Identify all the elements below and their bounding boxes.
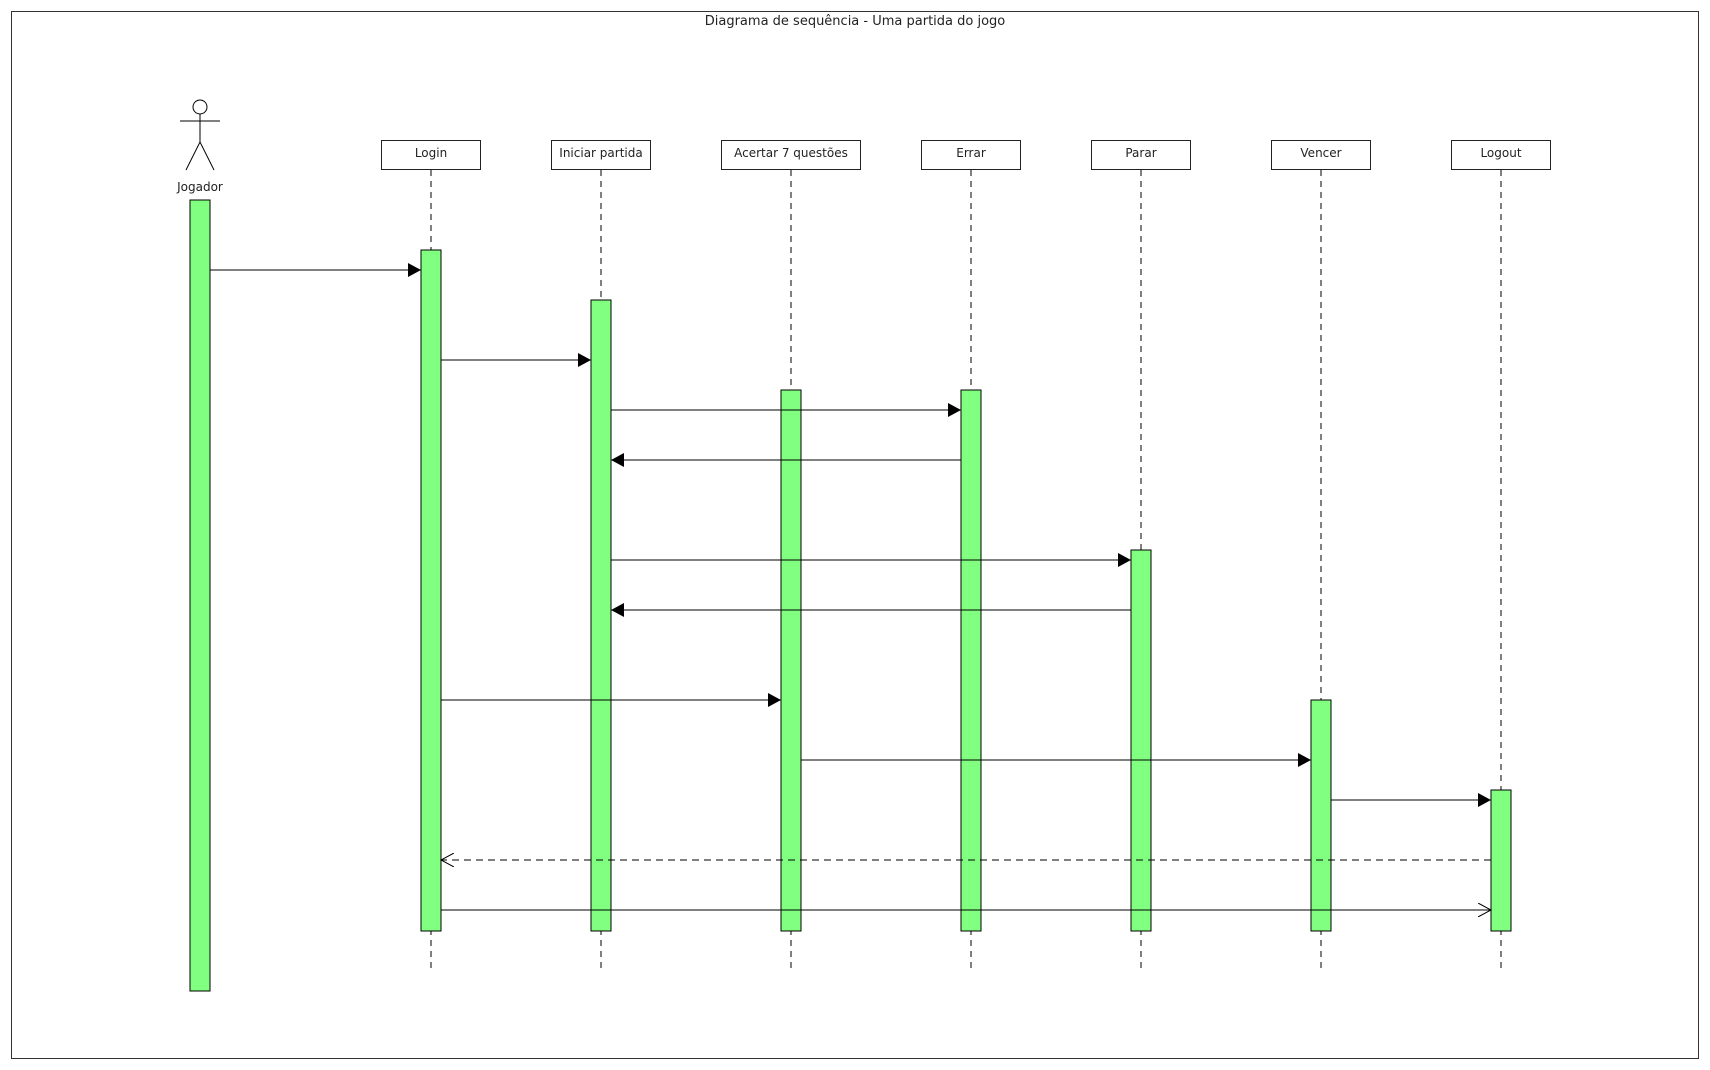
lifeline-box-login[interactable]: Login [381,140,481,170]
lifeline-box-logout[interactable]: Logout [1451,140,1551,170]
activation-bar-iniciar [590,299,612,932]
lifeline-box-iniciar[interactable]: Iniciar partida [551,140,651,170]
lifeline-box-acertar[interactable]: Acertar 7 questões [721,140,861,170]
activation-bar-login [420,249,442,932]
activation-bar-errar [960,389,982,932]
activation-bar-vencer [1310,699,1332,932]
diagram-frame [11,11,1699,1059]
actor-stick-figure-icon [180,99,220,171]
activation-bar-logout [1490,789,1512,932]
actor-label: Jogador [177,180,223,194]
activation-bar-jogador [189,199,211,992]
lifeline-box-errar[interactable]: Errar [921,140,1021,170]
activation-bar-parar [1130,549,1152,932]
diagram-title: Diagrama de sequência - Uma partida do j… [704,14,1006,29]
lifeline-box-parar[interactable]: Parar [1091,140,1191,170]
activation-bar-acertar [780,389,802,932]
lifeline-box-vencer[interactable]: Vencer [1271,140,1371,170]
